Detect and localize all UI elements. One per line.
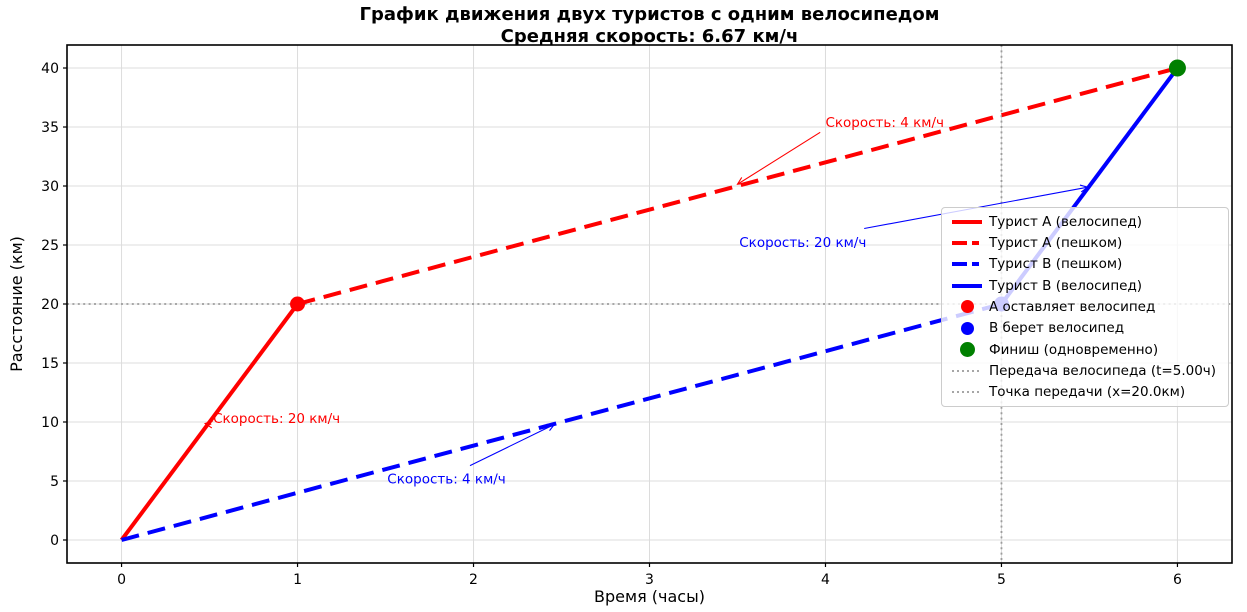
y-tick-label: 0 <box>50 533 59 549</box>
x-tick-label: 1 <box>293 572 302 588</box>
chart-title: График движения двух туристов с одним ве… <box>359 4 940 25</box>
legend-label: Передача велосипеда (t=5.00ч) <box>989 362 1217 379</box>
annotation-label: Скорость: 4 км/ч <box>825 115 944 131</box>
legend-label: Турист В (пешком) <box>989 256 1123 273</box>
annotation-arrow <box>737 131 821 185</box>
y-tick-label: 5 <box>50 474 59 490</box>
legend-item: Турист А (велосипед) <box>942 211 1228 232</box>
x-tick-label: 2 <box>469 572 478 588</box>
legend-item: Передача велосипеда (t=5.00ч) <box>942 360 1228 381</box>
y-tick-label: 40 <box>41 61 59 77</box>
legend-label: Турист А (пешком) <box>989 234 1123 251</box>
legend-swatch-red-solid-line <box>952 219 982 224</box>
y-tick-label: 30 <box>41 179 59 195</box>
x-tick-label: 0 <box>117 572 126 588</box>
legend-swatch-red-dashed-line <box>952 240 982 245</box>
annotation-arrowhead <box>546 423 556 431</box>
y-tick-label: 10 <box>41 415 59 431</box>
annotation-arrowhead <box>1079 184 1089 193</box>
annotation-label: Скорость: 20 км/ч <box>213 411 340 427</box>
y-tick-label: 35 <box>41 120 59 136</box>
legend-swatch-gray-dotted-line <box>952 369 982 372</box>
annotation-arrowhead <box>203 420 213 429</box>
legend-swatch-green-dot <box>952 342 982 358</box>
x-tick-label: 5 <box>997 572 1006 588</box>
chart-subtitle: Средняя скорость: 6.67 км/ч <box>500 26 799 47</box>
legend-label: Точка передачи (x=20.0км) <box>989 384 1186 401</box>
y-tick-label: 20 <box>41 297 59 313</box>
y-axis-label: Расстояние (км) <box>7 236 26 372</box>
legend-item: Точка передачи (x=20.0км) <box>942 382 1228 403</box>
annotation-arrow <box>469 423 555 467</box>
legend-swatch-blue-dot <box>952 321 982 335</box>
chart-title-block: График движения двух туристов с одним ве… <box>67 4 1232 48</box>
legend-item: А оставляет велосипед <box>942 296 1228 317</box>
legend-item: Турист В (пешком) <box>942 254 1228 275</box>
series-line <box>121 302 1002 542</box>
legend-label: В берет велосипед <box>989 320 1125 337</box>
annotation-arrowhead <box>736 177 746 185</box>
legend-label: Финиш (одновременно) <box>989 341 1159 358</box>
x-tick-label: 3 <box>645 572 654 588</box>
legend-item: Финиш (одновременно) <box>942 339 1228 360</box>
y-tick-label: 15 <box>41 356 59 372</box>
legend-swatch-blue-dashed-line <box>952 262 982 267</box>
legend-swatch-blue-solid-line <box>952 283 982 288</box>
legend: Турист А (велосипед) Турист А (пешком) Т… <box>941 207 1229 407</box>
x-axis-label: Время (часы) <box>594 587 705 606</box>
x-tick-label: 4 <box>821 572 830 588</box>
annotation-label: Скорость: 4 км/ч <box>387 471 506 487</box>
legend-swatch-gray-dotted-line <box>952 391 982 394</box>
marker-point <box>1168 59 1186 77</box>
legend-label: Турист А (велосипед) <box>989 213 1143 230</box>
marker-point <box>290 296 306 312</box>
legend-label: Турист В (велосипед) <box>989 277 1143 294</box>
legend-swatch-red-dot <box>952 300 982 314</box>
y-tick-label: 25 <box>41 238 59 254</box>
legend-item: Турист А (пешком) <box>942 232 1228 253</box>
legend-item: Турист В (велосипед) <box>942 275 1228 296</box>
legend-item: В берет велосипед <box>942 318 1228 339</box>
annotation-label: Скорость: 20 км/ч <box>739 235 866 251</box>
x-tick-label: 6 <box>1173 572 1182 588</box>
series-line <box>297 66 1178 306</box>
legend-label: А оставляет велосипед <box>989 298 1156 315</box>
